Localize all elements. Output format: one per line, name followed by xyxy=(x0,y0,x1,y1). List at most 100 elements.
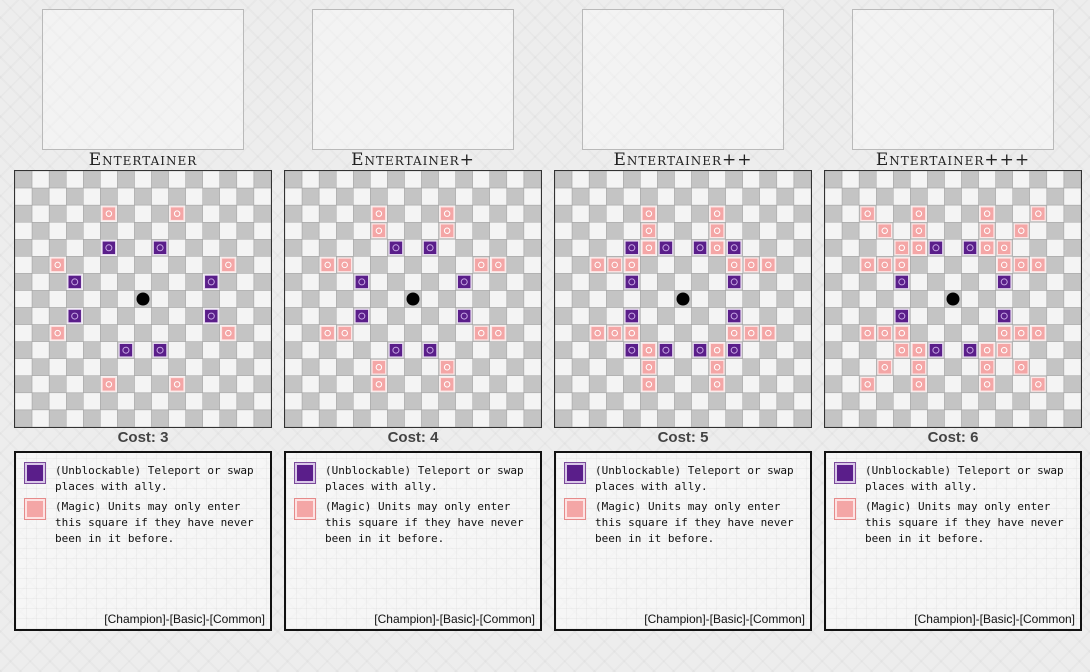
board-square xyxy=(100,222,118,240)
board-square xyxy=(15,290,33,308)
board-square xyxy=(185,392,203,411)
board-square xyxy=(168,239,186,257)
board-square xyxy=(117,324,135,342)
board-square xyxy=(285,307,303,325)
board-square xyxy=(995,222,1013,240)
board-square xyxy=(285,171,303,189)
board-square xyxy=(83,375,101,394)
board-square xyxy=(841,324,860,342)
board-square xyxy=(285,204,303,223)
board-square xyxy=(48,375,67,394)
board-square xyxy=(151,375,169,394)
board-square xyxy=(15,204,33,223)
board-square xyxy=(438,187,456,206)
board-square xyxy=(555,222,573,240)
board-square xyxy=(776,375,795,394)
board-square xyxy=(48,341,67,359)
magic-square-icon xyxy=(709,376,725,392)
board-square xyxy=(691,375,709,394)
board-square xyxy=(571,358,590,377)
board-square xyxy=(83,222,101,240)
board-square xyxy=(858,409,877,427)
board-square xyxy=(421,222,439,240)
board-square xyxy=(691,409,709,427)
board-square xyxy=(236,171,255,189)
board-square xyxy=(15,375,33,394)
board-square xyxy=(31,204,50,223)
board-square xyxy=(168,324,186,342)
board-square xyxy=(523,409,541,427)
board-square xyxy=(640,409,658,427)
board-square xyxy=(185,239,203,257)
board-square xyxy=(571,392,590,411)
board-square xyxy=(31,239,50,257)
board-square xyxy=(318,204,337,223)
board-square xyxy=(674,171,692,189)
board-square xyxy=(588,307,607,325)
move-board xyxy=(824,170,1082,428)
board-square xyxy=(995,358,1013,377)
board-square xyxy=(100,358,118,377)
board-square xyxy=(117,290,135,308)
move-board xyxy=(284,170,542,428)
board-square xyxy=(910,256,928,274)
board-square xyxy=(691,307,709,325)
board-square xyxy=(236,222,255,240)
board-square xyxy=(387,204,405,223)
board-square xyxy=(555,375,573,394)
board-square xyxy=(588,222,607,240)
board-square xyxy=(318,171,337,189)
board-square xyxy=(489,392,508,411)
board-square xyxy=(202,290,221,308)
magic-square-icon xyxy=(1013,223,1029,239)
magic-square-icon xyxy=(860,325,876,341)
magic-square-icon xyxy=(1030,257,1046,273)
board-square xyxy=(893,358,911,377)
board-square xyxy=(523,239,541,257)
board-square xyxy=(555,256,573,274)
board-square xyxy=(623,222,641,240)
magic-square-icon xyxy=(911,376,927,392)
board-square xyxy=(523,290,541,308)
board-square xyxy=(185,273,203,291)
board-square xyxy=(253,392,271,411)
board-square xyxy=(1046,341,1065,359)
board-square xyxy=(185,204,203,223)
board-square xyxy=(455,375,473,394)
board-square xyxy=(1063,290,1081,308)
board-square xyxy=(236,324,255,342)
board-square xyxy=(336,187,354,206)
board-square xyxy=(336,171,354,189)
board-square xyxy=(202,341,221,359)
board-square xyxy=(117,204,135,223)
magic-square-icon xyxy=(1013,359,1029,375)
board-square xyxy=(421,375,439,394)
magic-square-icon xyxy=(877,359,893,375)
board-square xyxy=(117,392,135,411)
board-square xyxy=(134,222,152,240)
board-square xyxy=(168,409,186,427)
board-square xyxy=(571,273,590,291)
board-square xyxy=(571,222,590,240)
teleport-square-icon xyxy=(996,308,1012,324)
board-square xyxy=(674,222,692,240)
board-square xyxy=(421,358,439,377)
board-square xyxy=(202,256,221,274)
teleport-square-icon xyxy=(422,342,438,358)
board-square xyxy=(31,341,50,359)
board-square xyxy=(523,187,541,206)
board-square xyxy=(285,341,303,359)
board-square xyxy=(301,307,320,325)
board-square xyxy=(31,187,50,206)
board-square xyxy=(1063,171,1081,189)
board-square xyxy=(48,187,67,206)
board-square xyxy=(134,256,152,274)
board-square xyxy=(48,204,67,223)
board-square xyxy=(421,187,439,206)
board-square xyxy=(489,171,508,189)
board-square xyxy=(1012,375,1031,394)
board-square xyxy=(66,204,84,223)
board-square xyxy=(168,290,186,308)
board-square xyxy=(100,273,118,291)
board-square xyxy=(202,358,221,377)
